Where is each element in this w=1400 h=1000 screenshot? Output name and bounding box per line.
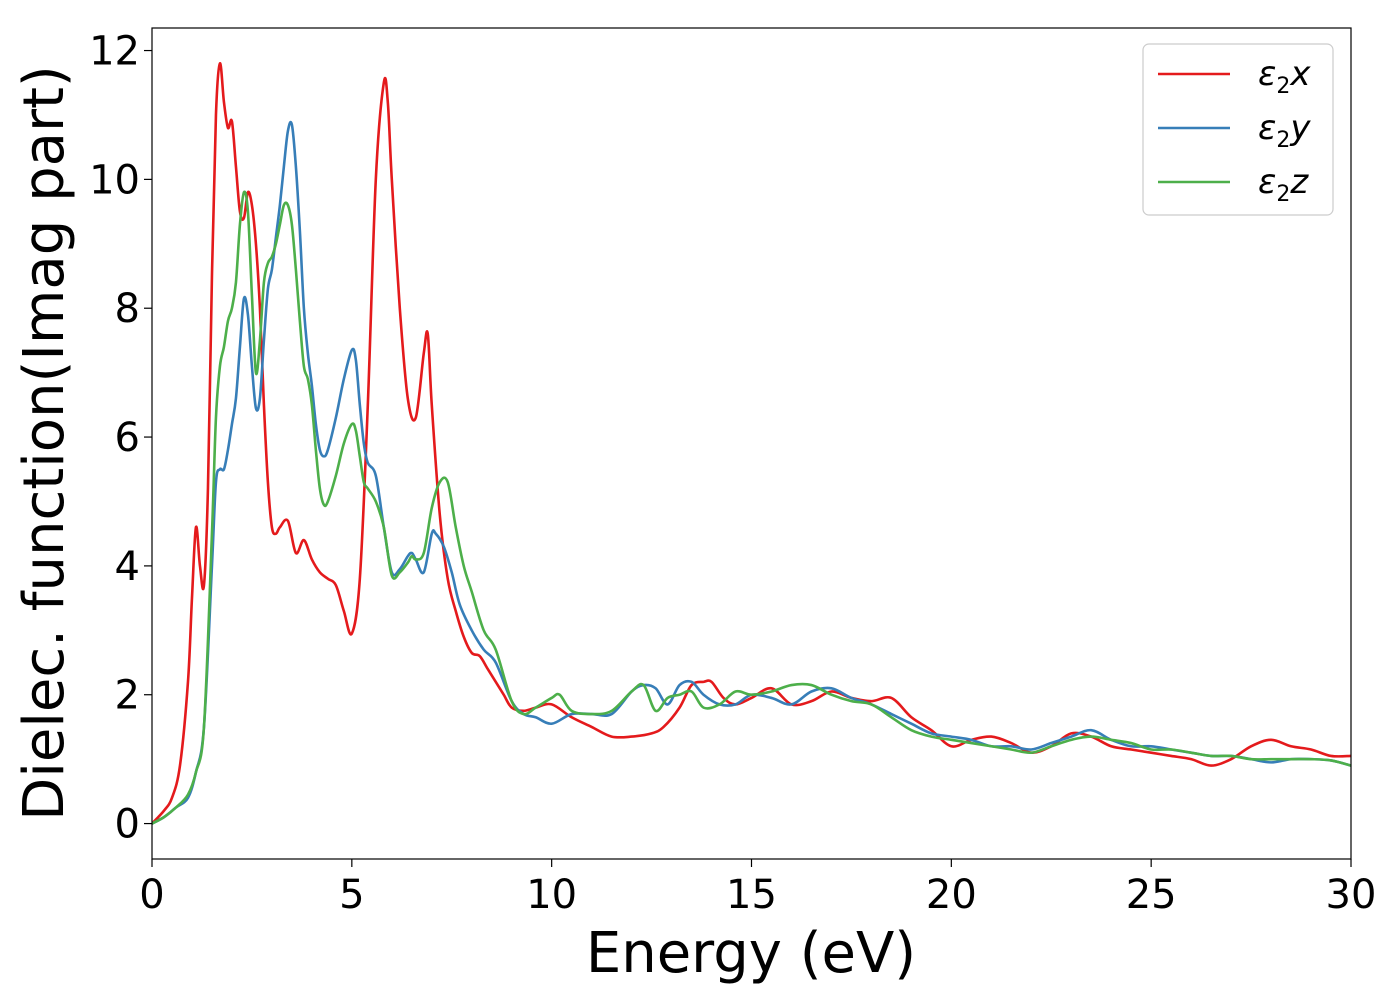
y-tick-label: 12 — [89, 29, 140, 75]
series-line-z — [152, 190, 1351, 825]
x-tick-label: 25 — [1126, 872, 1177, 918]
legend-label-y: ε2y — [1258, 108, 1311, 153]
x-tick-label: 15 — [726, 872, 777, 918]
y-axis-title: Dielec. function(Imag part) — [12, 65, 77, 821]
plot-area — [151, 27, 1352, 860]
x-axis-ticks: 0 5 10 15 20 25 30 — [139, 859, 1376, 918]
y-tick-label: 6 — [115, 415, 140, 461]
y-axis-ticks: 0 2 4 6 8 10 12 — [89, 29, 152, 848]
x-axis-title: Energy (eV) — [586, 921, 916, 986]
y-tick-label: 2 — [115, 673, 140, 719]
legend-entries: ε2x ε2y ε2z — [1158, 54, 1311, 207]
x-tick-label: 5 — [339, 872, 364, 918]
x-tick-label: 20 — [926, 872, 977, 918]
x-tick-label: 30 — [1326, 872, 1377, 918]
legend-box — [1142, 43, 1334, 216]
legend-label-z: ε2z — [1258, 162, 1309, 207]
x-tick-label: 10 — [526, 872, 577, 918]
legend-label-x: ε2x — [1258, 54, 1311, 99]
series-layer — [152, 62, 1351, 825]
x-tick-label: 0 — [139, 872, 164, 918]
y-tick-label: 8 — [115, 286, 140, 332]
legend: ε2x ε2y ε2z — [1142, 43, 1334, 216]
y-tick-label: 4 — [115, 544, 140, 590]
y-tick-label: 0 — [115, 802, 140, 848]
y-tick-label: 10 — [89, 157, 140, 203]
